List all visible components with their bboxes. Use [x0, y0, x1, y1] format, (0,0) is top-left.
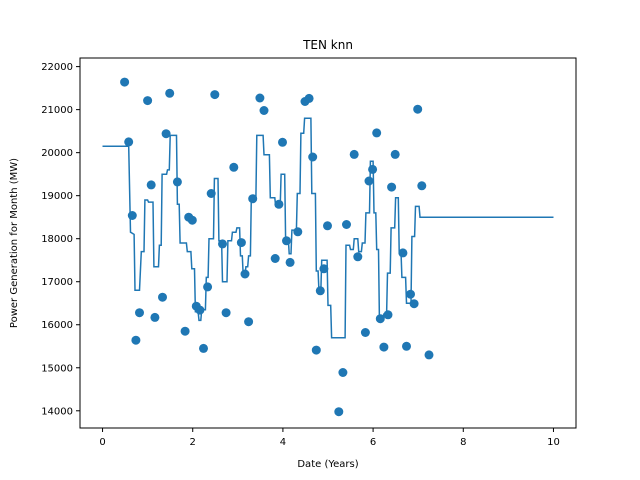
data-point — [236, 238, 246, 248]
data-point — [364, 176, 374, 186]
y-tick-label: 17000 — [41, 277, 73, 288]
data-point — [210, 90, 220, 100]
data-point — [278, 137, 287, 147]
data-point — [372, 128, 382, 138]
data-point — [304, 93, 314, 103]
chart-title: TEN knn — [302, 38, 353, 52]
data-point — [379, 342, 389, 352]
data-point — [161, 129, 171, 139]
data-point — [158, 292, 167, 302]
data-point — [143, 96, 153, 106]
y-tick-label: 15000 — [41, 363, 73, 374]
data-point — [402, 341, 411, 351]
data-point — [244, 317, 254, 327]
data-point — [127, 211, 137, 220]
data-point — [409, 299, 419, 309]
data-point — [248, 194, 258, 204]
x-tick-label: 2 — [190, 437, 196, 448]
data-point — [282, 236, 291, 246]
y-axis-label: Power Generation for Month (MW) — [9, 158, 20, 328]
data-point — [218, 239, 227, 249]
data-point — [172, 177, 182, 187]
data-point — [368, 164, 378, 174]
x-axis-label: Date (Years) — [297, 459, 358, 470]
data-point — [274, 199, 284, 209]
data-point — [146, 180, 156, 190]
data-point — [390, 149, 400, 159]
data-point — [413, 104, 423, 114]
data-point — [240, 269, 250, 279]
axes-frame — [79, 57, 577, 429]
data-point — [270, 254, 280, 263]
x-tick-label: 6 — [370, 437, 376, 448]
data-point — [342, 220, 351, 229]
data-point — [319, 264, 329, 274]
data-point — [203, 282, 213, 292]
data-point — [255, 93, 265, 103]
data-point — [195, 305, 205, 315]
data-point — [387, 182, 397, 192]
data-point — [323, 221, 332, 231]
x-tick-label: 0 — [99, 437, 105, 448]
scatter-layer — [120, 77, 434, 417]
y-tick-label: 19000 — [41, 191, 73, 202]
data-point — [293, 227, 303, 237]
data-point — [150, 312, 160, 322]
data-point — [165, 88, 175, 98]
data-point — [124, 137, 134, 147]
y-tick-label: 21000 — [41, 105, 73, 116]
y-tick-label: 18000 — [41, 234, 73, 245]
data-point — [187, 215, 197, 225]
data-point — [221, 308, 231, 318]
y-tick-label: 16000 — [41, 320, 73, 331]
data-point — [135, 308, 144, 318]
data-point — [199, 343, 208, 353]
data-point — [229, 162, 239, 172]
data-point — [338, 368, 348, 377]
data-point — [353, 252, 363, 262]
data-point — [360, 328, 370, 337]
y-tick-label: 22000 — [41, 62, 73, 73]
data-point — [349, 149, 359, 159]
data-point — [308, 152, 318, 162]
y-tick-label: 14000 — [41, 406, 73, 417]
data-point — [180, 326, 190, 336]
data-point — [315, 286, 325, 296]
plot-area — [80, 58, 576, 428]
data-point — [424, 350, 434, 360]
x-tick-label: 8 — [460, 437, 466, 448]
data-point — [383, 310, 393, 320]
data-point — [375, 314, 385, 324]
y-tick-label: 20000 — [41, 148, 73, 159]
data-point — [406, 289, 415, 299]
data-point — [131, 335, 141, 345]
data-point — [334, 407, 344, 417]
x-axis-ticks: 0 2 4 6 8 10 — [99, 428, 560, 448]
x-tick-label: 4 — [280, 437, 286, 448]
x-tick-label: 10 — [547, 437, 560, 448]
data-point — [398, 248, 408, 258]
data-point — [417, 181, 427, 191]
data-point — [311, 345, 321, 355]
data-point — [285, 257, 295, 267]
data-point — [259, 106, 269, 115]
data-point — [120, 77, 130, 87]
y-axis-ticks: 14000 15000 16000 17000 18000 19000 20000 21000… — [41, 62, 80, 417]
data-point — [206, 189, 216, 198]
